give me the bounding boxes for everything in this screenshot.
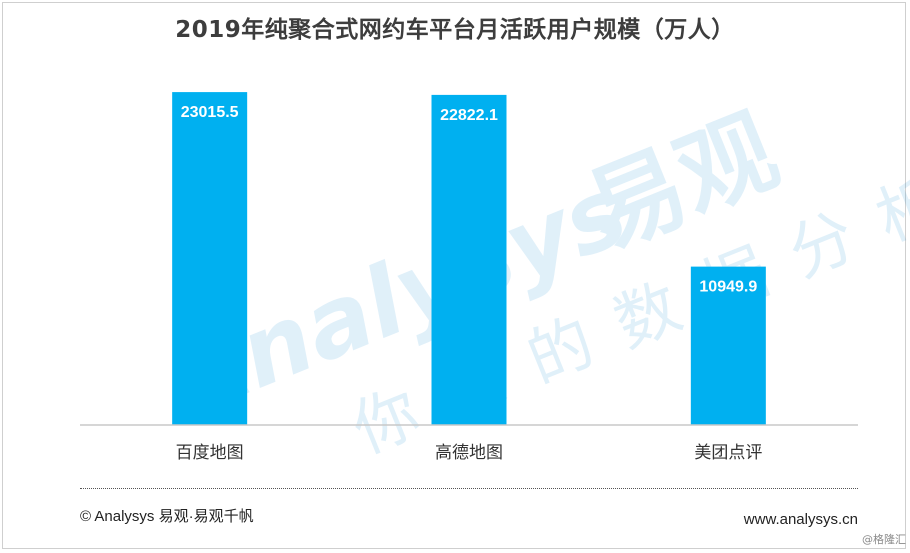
bar-0: [172, 92, 248, 425]
footer-copyright: © Analysys 易观·易观千帆: [80, 508, 254, 525]
chart-title: 2019年纯聚合式网约车平台月活跃用户规模（万人）: [175, 17, 735, 43]
x-tick-label-0: 百度地图: [176, 443, 244, 463]
data-label-1: 22822.1: [440, 107, 498, 124]
bar-1: [431, 94, 507, 425]
data-label-2: 10949.9: [699, 279, 757, 296]
bar-2: [690, 266, 766, 425]
x-tick-label-1: 高德地图: [435, 443, 503, 463]
footer-divider: [80, 488, 858, 489]
footer-website: www.analysys.cn: [743, 511, 858, 528]
x-tick-label-2: 美团点评: [694, 443, 762, 463]
data-label-0: 23015.5: [181, 104, 239, 121]
footer-credit: @格隆汇: [862, 533, 906, 546]
